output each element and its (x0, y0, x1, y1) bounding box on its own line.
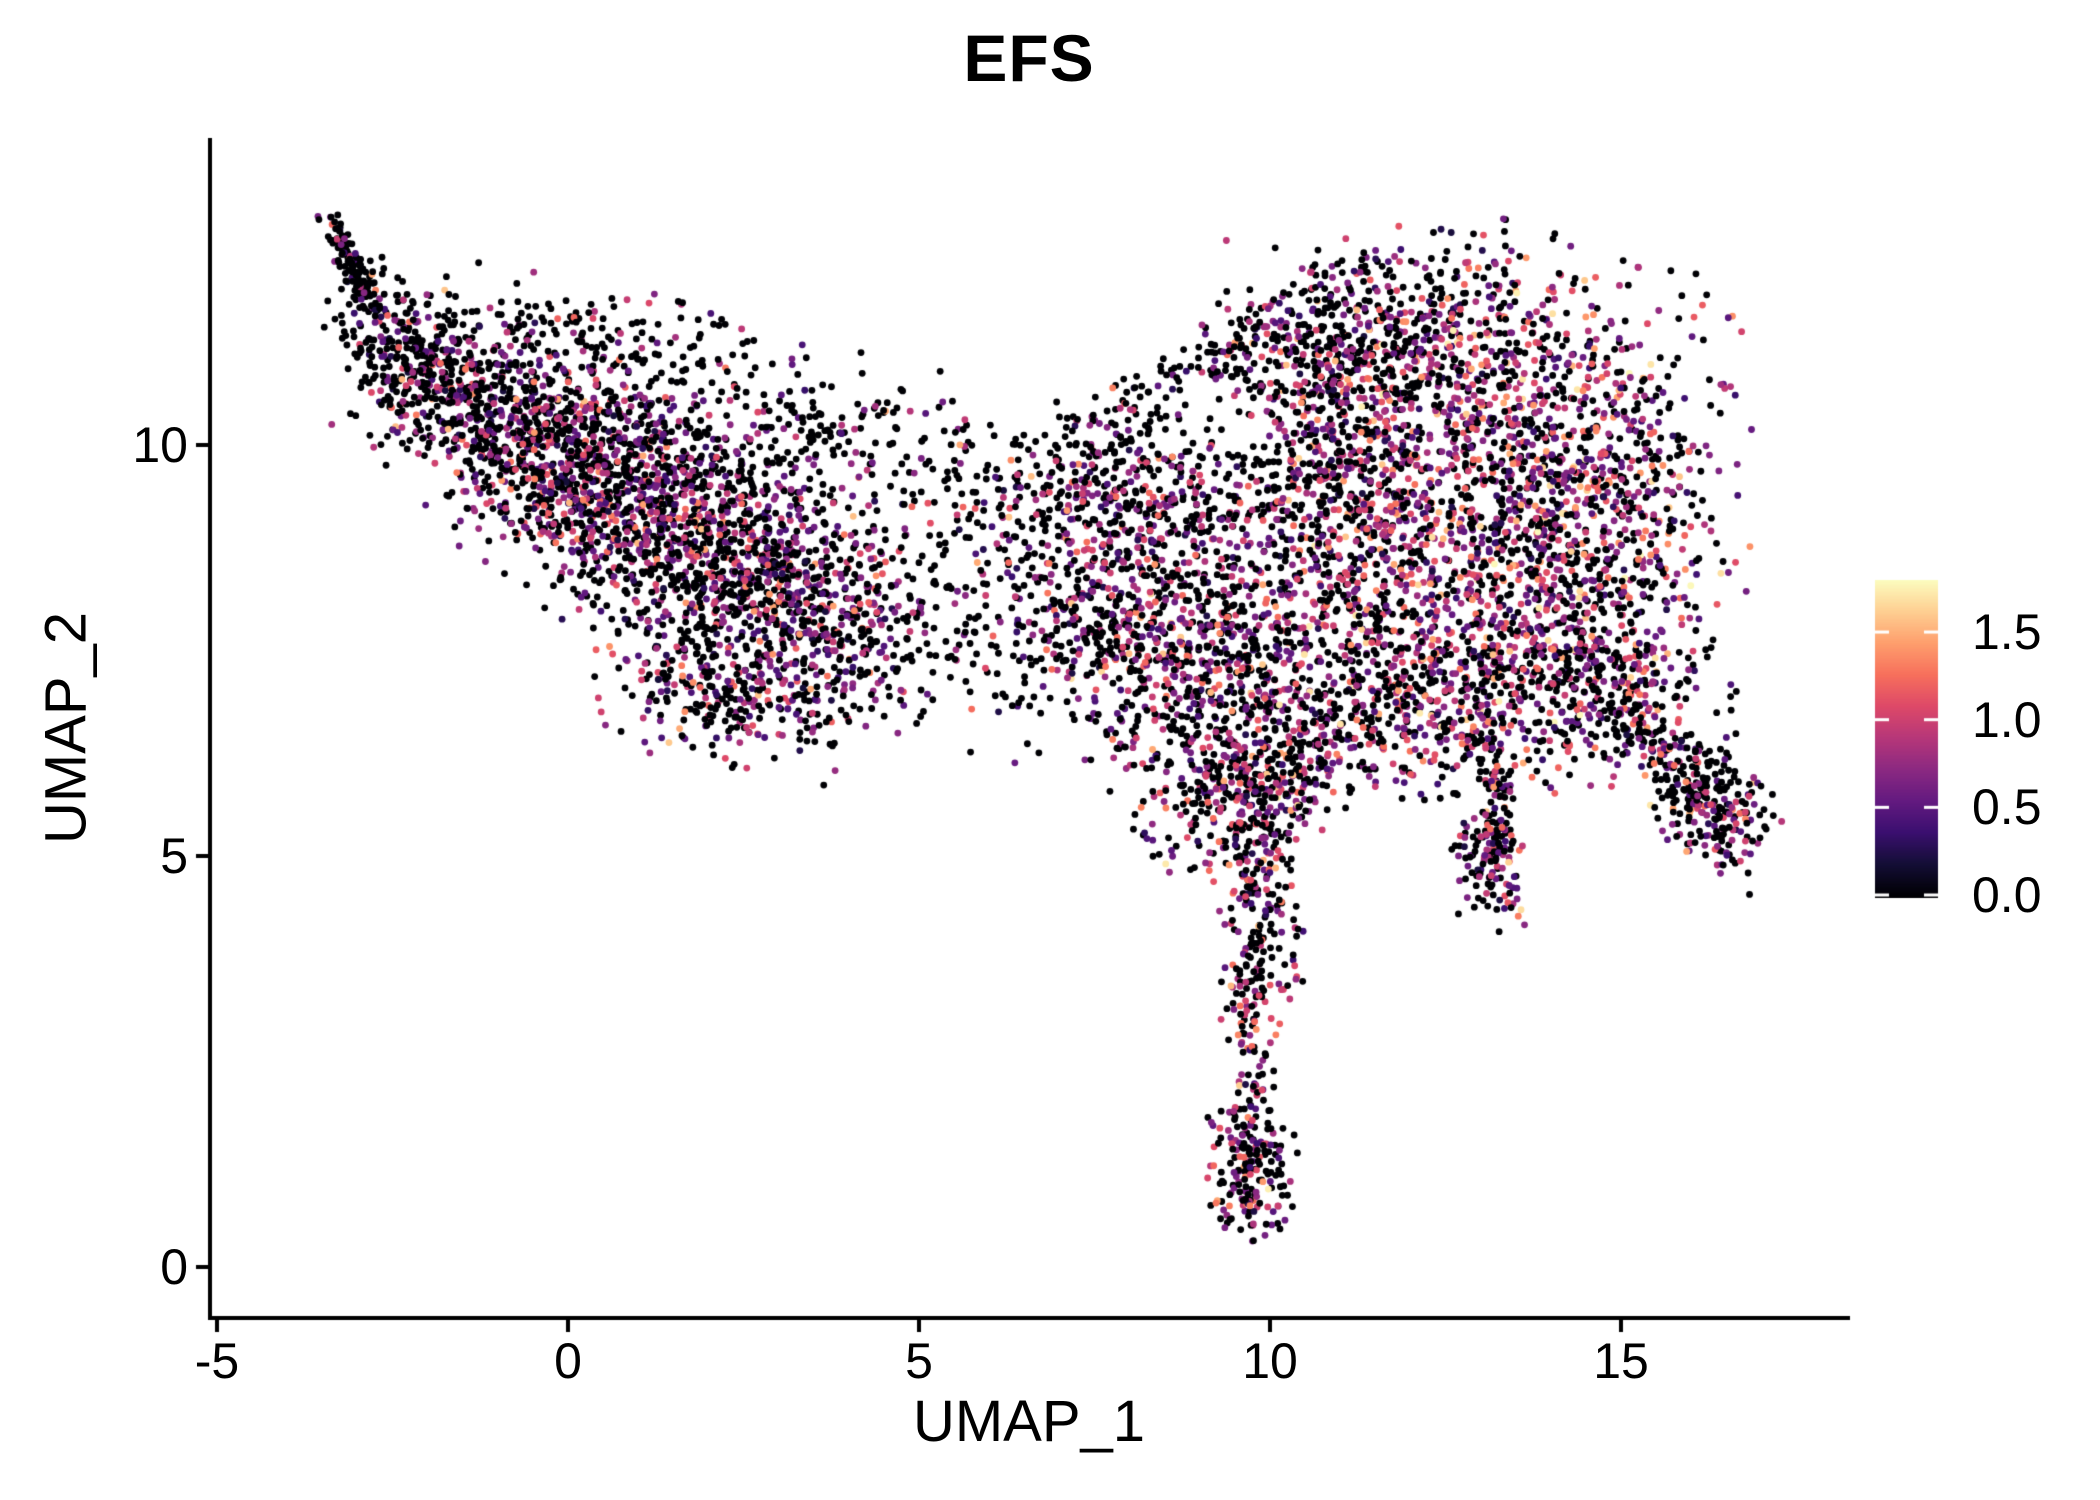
x-tick-label: 15 (1593, 1333, 1649, 1389)
x-axis-title: UMAP_1 (912, 1389, 1146, 1454)
y-tick-label: 10 (132, 417, 188, 473)
y-tick-label: 0 (160, 1239, 188, 1295)
x-tick-label: 0 (554, 1333, 582, 1389)
y-tick-label: 5 (160, 828, 188, 884)
x-tick-label: -5 (194, 1333, 240, 1389)
plot-title: EFS (963, 21, 1095, 95)
colorbar-tick-label: 0.0 (1972, 867, 2042, 923)
x-tick-label: 5 (905, 1333, 933, 1389)
colorbar-tick-label: 0.5 (1972, 779, 2042, 836)
colorbar-tick-label: 1.0 (1972, 691, 2042, 748)
y-axis-title: UMAP_2 (33, 611, 99, 845)
colorbar-tick-label: 1.5 (1972, 604, 2042, 661)
x-tick-label: 10 (1242, 1333, 1298, 1389)
